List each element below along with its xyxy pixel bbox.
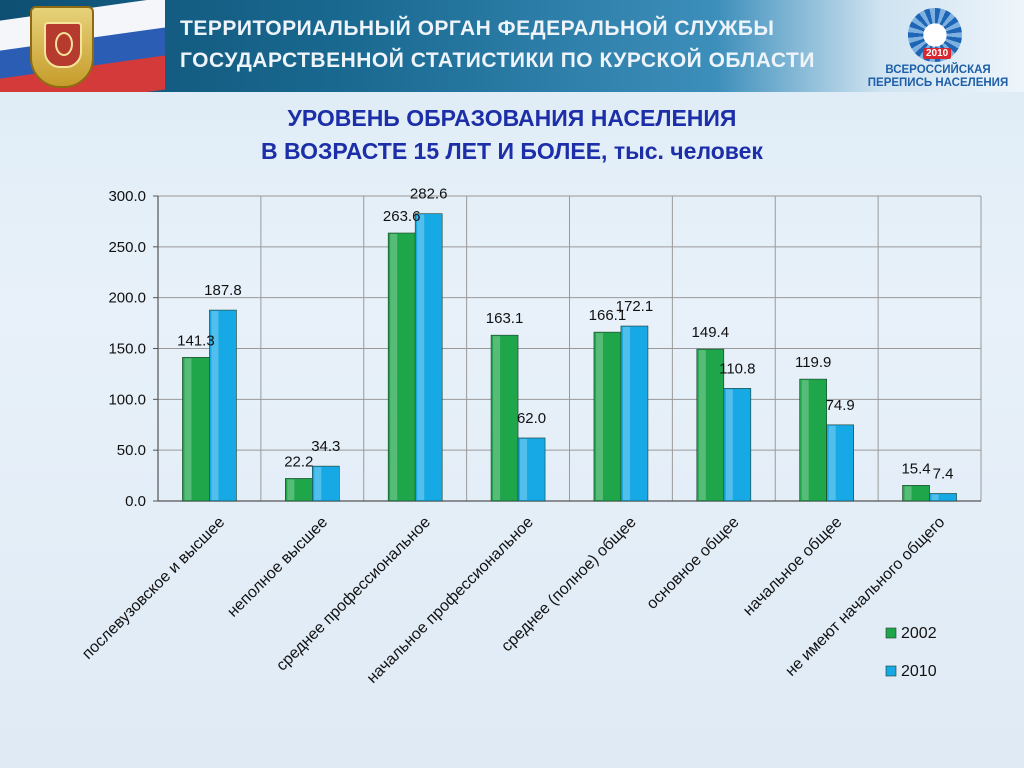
y-tick-label: 50.0	[117, 442, 146, 459]
data-label-2002: 149.4	[692, 324, 730, 341]
bar-highlight	[417, 214, 425, 500]
data-label-2010: 34.3	[311, 438, 340, 455]
category-label: начальное общее	[740, 514, 846, 620]
axes: 0.0 50.0 100.0 150.0 200.0 250.0 300.0	[108, 188, 981, 510]
census-caption-line-1: ВСЕРОССИЙСКАЯ	[885, 64, 991, 76]
bar-2010	[826, 424, 854, 502]
bar-highlight	[931, 494, 939, 500]
census-caption: ВСЕРОССИЙСКАЯ ПЕРЕПИСЬ НАСЕЛЕНИЯ	[852, 64, 1024, 90]
bar-highlight	[211, 311, 219, 500]
bar-2002	[182, 357, 210, 502]
bar-2002	[902, 485, 930, 502]
bar-highlight	[698, 350, 706, 500]
data-label-2002: 166.1	[589, 307, 627, 324]
bar-2002	[799, 378, 827, 502]
bar-2010	[414, 213, 443, 502]
kursk-coat-of-arms-icon	[30, 6, 94, 88]
data-label-2010: 187.8	[204, 282, 242, 299]
census-year: 2010	[923, 48, 952, 59]
chart-title-line-1: УРОВЕНЬ ОБРАЗОВАНИЯ НАСЕЛЕНИЯ	[287, 105, 737, 131]
category-label: основное общее	[644, 514, 743, 613]
bar-highlight	[828, 425, 836, 500]
y-tick-label: 0.0	[125, 493, 146, 510]
data-label-2010: 172.1	[616, 298, 654, 315]
census-logo: 2010 ВСЕРОССИЙСКАЯ ПЕРЕПИСЬ НАСЕЛЕНИЯ	[852, 0, 1024, 92]
header-line-1: ТЕРРИТОРИАЛЬНЫЙ ОРГАН ФЕДЕРАЛЬНОЙ СЛУЖБЫ	[180, 17, 775, 40]
header-line-2: ГОСУДАРСТВЕННОЙ СТАТИСТИКИ ПО КУРСКОЙ ОБ…	[180, 49, 815, 72]
bar-2002	[387, 232, 416, 502]
data-label-2010: 62.0	[517, 410, 546, 427]
chart-title-line-2: В ВОЗРАСТЕ 15 ЛЕТ И БОЛЕЕ, тыс. человек	[261, 138, 763, 164]
bar-2010	[723, 388, 752, 502]
bar-highlight	[314, 467, 322, 500]
legend-swatch-2002	[885, 627, 897, 639]
data-label-2002: 22.2	[284, 453, 313, 470]
y-tick-label: 100.0	[108, 391, 146, 408]
bar-2002	[593, 331, 622, 502]
y-tick-label: 200.0	[108, 290, 146, 307]
y-tick-label: 300.0	[108, 188, 146, 205]
bar-2010	[312, 465, 340, 502]
data-label-2010: 74.9	[826, 397, 855, 414]
bar-highlight	[520, 438, 528, 500]
bar-highlight	[725, 389, 733, 500]
bar-2010	[517, 437, 546, 502]
bar-2002	[696, 348, 725, 502]
bar-highlight	[390, 234, 398, 501]
data-label-2002: 141.3	[177, 332, 215, 349]
bar-highlight	[595, 333, 603, 500]
bar-highlight	[184, 358, 192, 500]
data-label-2002: 119.9	[795, 354, 831, 371]
y-tick-label: 250.0	[108, 239, 146, 256]
gridlines	[157, 195, 982, 502]
bar-2002	[490, 334, 519, 502]
data-label-2010: 110.8	[719, 360, 755, 377]
data-label-2002: 15.4	[901, 460, 930, 477]
census-caption-line-2: ПЕРЕПИСЬ НАСЕЛЕНИЯ	[867, 77, 1009, 89]
header-banner: ТЕРРИТОРИАЛЬНЫЙ ОРГАН ФЕДЕРАЛЬНОЙ СЛУЖБЫ…	[0, 0, 1024, 92]
bar-highlight	[287, 479, 295, 500]
chart-title: УРОВЕНЬ ОБРАЗОВАНИЯ НАСЕЛЕНИЯ В ВОЗРАСТЕ…	[0, 102, 1024, 168]
legend-label-2002: 2002	[901, 625, 937, 642]
category-label: начальное профессиональное	[364, 514, 537, 687]
legend-swatch-2010	[885, 665, 897, 677]
y-tick-label: 150.0	[108, 341, 146, 358]
bar-highlight	[904, 486, 912, 500]
data-labels: 141.3 187.8 22.234.3 263.6 282.6 163.1 62.0 166…	[177, 186, 953, 483]
data-label-2010: 282.6	[410, 186, 448, 203]
category-label: послевузовское и высшее	[79, 514, 228, 663]
bar-2010	[929, 493, 957, 502]
legend: 2002 2010	[885, 625, 937, 680]
data-label-2010: 7.4	[933, 465, 954, 482]
category-label: неполное высшее	[224, 514, 331, 621]
bar-highlight	[801, 380, 809, 500]
bar-2010	[620, 325, 649, 502]
bar-highlight	[622, 327, 630, 500]
bars	[182, 213, 957, 502]
legend-label-2010: 2010	[901, 663, 937, 680]
bar-highlight	[493, 336, 501, 500]
data-label-2002: 263.6	[383, 208, 421, 225]
bar-2010	[209, 309, 237, 502]
data-label-2002: 163.1	[486, 310, 524, 327]
